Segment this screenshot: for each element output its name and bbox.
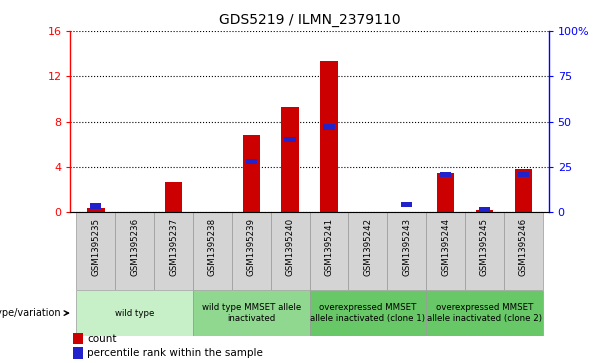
Text: GSM1395245: GSM1395245 (480, 218, 489, 276)
Text: genotype/variation: genotype/variation (0, 308, 61, 318)
Bar (465, 212, 504, 290)
Text: overexpressed MMSET
allele inactivated (clone 2): overexpressed MMSET allele inactivated (… (427, 303, 542, 323)
Text: GSM1395243: GSM1395243 (402, 218, 411, 276)
Bar (426, 290, 543, 336)
Bar (73, 333, 83, 344)
Bar (310, 290, 426, 336)
Text: GSM1395236: GSM1395236 (130, 218, 139, 276)
Bar (165, 182, 182, 212)
Bar (515, 169, 532, 212)
Text: GSM1395239: GSM1395239 (247, 218, 256, 276)
Bar (348, 212, 387, 290)
Bar (87, 208, 104, 212)
Text: GSM1395235: GSM1395235 (91, 218, 101, 276)
Bar (243, 135, 260, 212)
Text: GSM1395240: GSM1395240 (286, 218, 295, 276)
Bar (437, 173, 454, 212)
Bar (323, 125, 335, 130)
Bar (426, 212, 465, 290)
Text: wild type MMSET allele
inactivated: wild type MMSET allele inactivated (202, 303, 301, 323)
Text: GSM1395246: GSM1395246 (519, 218, 528, 276)
Bar (90, 203, 101, 209)
Bar (518, 172, 529, 177)
Bar (401, 201, 413, 207)
Text: GSM1395244: GSM1395244 (441, 218, 450, 276)
Bar (154, 212, 193, 290)
Bar (479, 207, 490, 212)
Bar (387, 212, 426, 290)
Bar (281, 107, 299, 212)
Bar (476, 210, 493, 212)
Bar (73, 347, 83, 359)
Bar (310, 212, 348, 290)
Text: wild type: wild type (115, 309, 154, 318)
Bar (115, 212, 154, 290)
Text: count: count (87, 334, 116, 344)
Bar (440, 172, 451, 177)
Bar (77, 212, 115, 290)
Bar (77, 290, 193, 336)
Text: percentile rank within the sample: percentile rank within the sample (87, 348, 263, 358)
Bar (271, 212, 310, 290)
Text: GSM1395238: GSM1395238 (208, 218, 217, 276)
Title: GDS5219 / ILMN_2379110: GDS5219 / ILMN_2379110 (219, 13, 400, 27)
Text: GSM1395237: GSM1395237 (169, 218, 178, 276)
Bar (193, 212, 232, 290)
Text: GSM1395242: GSM1395242 (364, 218, 372, 276)
Bar (193, 290, 310, 336)
Bar (284, 137, 296, 142)
Text: GSM1395241: GSM1395241 (324, 218, 333, 276)
Text: overexpressed MMSET
allele inactivated (clone 1): overexpressed MMSET allele inactivated (… (310, 303, 425, 323)
Bar (232, 212, 271, 290)
Bar (504, 212, 543, 290)
Bar (320, 61, 338, 212)
Bar (246, 159, 257, 164)
